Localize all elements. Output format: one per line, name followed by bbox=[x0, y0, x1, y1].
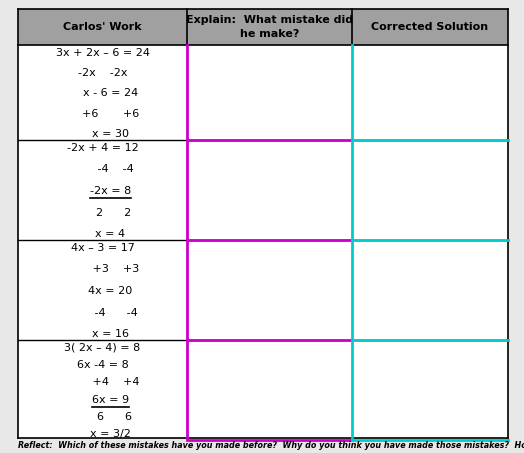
Text: +6       +6: +6 +6 bbox=[82, 109, 139, 119]
Text: 6x = 9: 6x = 9 bbox=[92, 395, 129, 405]
Text: 6x -4 = 8: 6x -4 = 8 bbox=[77, 360, 128, 370]
Text: -4    -4: -4 -4 bbox=[87, 164, 134, 174]
Text: x = 30: x = 30 bbox=[92, 129, 129, 139]
Text: x - 6 = 24: x - 6 = 24 bbox=[83, 88, 138, 98]
Text: x = 3/2: x = 3/2 bbox=[90, 429, 131, 439]
Text: 4x – 3 = 17: 4x – 3 = 17 bbox=[71, 243, 135, 253]
Text: 4x = 20: 4x = 20 bbox=[89, 286, 133, 296]
Text: -2x    -2x: -2x -2x bbox=[78, 68, 127, 78]
Text: Carlos' Work: Carlos' Work bbox=[63, 22, 142, 32]
Text: 3( 2x – 4) = 8: 3( 2x – 4) = 8 bbox=[64, 343, 140, 353]
Text: 2      2: 2 2 bbox=[90, 207, 132, 217]
Text: 6      6: 6 6 bbox=[90, 412, 132, 422]
Text: -2x + 4 = 12: -2x + 4 = 12 bbox=[67, 143, 138, 153]
Text: Reflect:  Which of these mistakes have you made before?  Why do you think you ha: Reflect: Which of these mistakes have yo… bbox=[18, 441, 524, 450]
Text: -2x = 8: -2x = 8 bbox=[90, 186, 131, 196]
Text: 3x + 2x – 6 = 24: 3x + 2x – 6 = 24 bbox=[56, 48, 149, 58]
Text: x = 16: x = 16 bbox=[92, 329, 129, 339]
Bar bbox=[18, 9, 508, 45]
Text: +4    +4: +4 +4 bbox=[82, 377, 139, 387]
Text: Corrected Solution: Corrected Solution bbox=[372, 22, 488, 32]
Text: +3    +3: +3 +3 bbox=[82, 265, 139, 275]
Text: Explain:  What mistake did
he make?: Explain: What mistake did he make? bbox=[186, 15, 353, 39]
Text: x = 4: x = 4 bbox=[95, 229, 126, 239]
Text: -4      -4: -4 -4 bbox=[84, 308, 137, 318]
